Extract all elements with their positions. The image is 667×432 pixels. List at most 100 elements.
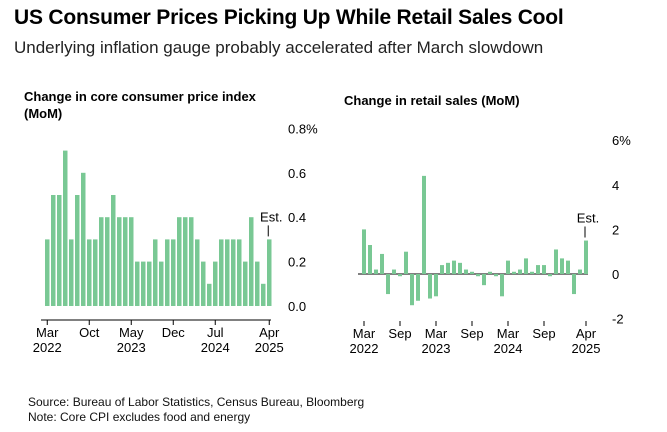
cpi-y-tick-label: 0.6 <box>288 166 306 181</box>
retail-bar <box>512 271 516 274</box>
retail-bar <box>416 274 420 301</box>
retail-bar <box>422 175 426 274</box>
retail-bar <box>464 269 468 274</box>
retail-x-year-label: 2025 <box>572 341 601 356</box>
cpi-bar <box>51 195 56 306</box>
retail-bar <box>566 260 570 274</box>
retail-bar <box>428 274 432 299</box>
cpi-bar <box>165 239 170 306</box>
retail-bar <box>518 269 522 274</box>
retail-bar <box>410 274 414 306</box>
cpi-bar <box>129 217 134 306</box>
cpi-bar <box>111 195 116 306</box>
cpi-bar <box>255 261 260 306</box>
retail-bar <box>392 269 396 274</box>
cpi-x-year-label: 2025 <box>255 340 284 355</box>
cpi-annotation: Est. <box>260 209 282 224</box>
retail-x-tick-label: Sep <box>460 326 483 341</box>
cpi-bar <box>177 217 182 306</box>
cpi-bar <box>105 217 110 306</box>
cpi-y-tick-label: 0.8% <box>288 121 318 136</box>
retail-bar <box>404 251 408 274</box>
retail-bar <box>380 253 384 274</box>
retail-bar <box>560 258 564 274</box>
retail-y-tick-label: 4 <box>612 178 619 193</box>
retail-bar <box>362 229 366 274</box>
retail-bar <box>434 274 438 297</box>
retail-y-tick-label: 2 <box>612 222 619 237</box>
cpi-bar <box>249 217 254 306</box>
cpi-x-tick-label: Apr <box>259 325 280 340</box>
cpi-bar <box>267 239 272 306</box>
retail-bar <box>482 274 486 286</box>
retail-x-tick-label: Sep <box>532 326 555 341</box>
retail-bar <box>530 271 534 274</box>
retail-chart-title: Change in retail sales (MoM) <box>344 93 520 108</box>
cpi-x-year-label: 2023 <box>117 340 146 355</box>
retail-bar <box>578 269 582 274</box>
cpi-bar <box>261 283 266 306</box>
cpi-x-year-label: 2024 <box>201 340 230 355</box>
retail-bar <box>554 249 558 274</box>
retail-bar <box>506 260 510 274</box>
retail-y-tick-label: 6% <box>612 133 631 148</box>
cpi-bar <box>183 217 188 306</box>
cpi-x-tick-label: Jul <box>207 325 224 340</box>
retail-bar <box>542 265 546 274</box>
retail-bar <box>440 265 444 274</box>
retail-y-tick-label: 0 <box>612 267 619 282</box>
cpi-bar <box>135 261 140 306</box>
cpi-x-tick-label: Oct <box>79 325 100 340</box>
retail-x-tick-label: Mar <box>425 326 448 341</box>
retail-bar <box>476 274 480 277</box>
cpi-bar <box>141 261 146 306</box>
cpi-y-tick-label: 0.2 <box>288 255 306 270</box>
cpi-bar <box>243 261 248 306</box>
page-subtitle: Underlying inflation gauge probably acce… <box>14 38 544 57</box>
retail-bar <box>452 260 456 274</box>
note-text: Note: Core CPI excludes food and energy <box>28 410 251 424</box>
retail-bar <box>368 245 372 274</box>
cpi-x-tick-label: Dec <box>162 325 186 340</box>
cpi-y-tick-label: 0.4 <box>288 210 306 225</box>
cpi-bar <box>225 239 230 306</box>
page-title: US Consumer Prices Picking Up While Reta… <box>14 6 564 29</box>
retail-bar <box>488 271 492 274</box>
cpi-bar <box>99 217 104 306</box>
cpi-bar <box>81 172 86 306</box>
cpi-chart-title: Change in core consumer price index (MoM… <box>24 89 256 121</box>
retail-bar <box>500 274 504 297</box>
retail-y-tick-label: -2 <box>612 312 624 327</box>
cpi-bar <box>87 239 92 306</box>
retail-bar <box>458 262 462 274</box>
cpi-bar <box>231 239 236 306</box>
cpi-bar <box>93 239 98 306</box>
cpi-bar <box>171 239 176 306</box>
cpi-bar <box>69 239 74 306</box>
cpi-bar <box>189 217 194 306</box>
retail-bar <box>386 274 390 295</box>
retail-x-year-label: 2022 <box>350 341 379 356</box>
retail-x-year-label: 2024 <box>494 341 523 356</box>
cpi-x-tick-label: Mar <box>36 325 59 340</box>
retail-bar <box>524 258 528 274</box>
cpi-x-tick-label: May <box>119 325 144 340</box>
retail-bar <box>584 240 588 274</box>
cpi-bar <box>123 217 128 306</box>
retail-bar <box>572 274 576 295</box>
retail-bar <box>548 274 552 277</box>
cpi-bar <box>201 261 206 306</box>
retail-x-tick-label: Sep <box>388 326 411 341</box>
cpi-bar <box>75 195 80 306</box>
retail-bar <box>470 271 474 274</box>
cpi-bar <box>117 217 122 306</box>
cpi-x-year-label: 2022 <box>33 340 62 355</box>
cpi-bar <box>63 150 68 306</box>
retail-bar <box>446 262 450 274</box>
footer-notes: Source: Bureau of Labor Statistics, Cens… <box>28 395 364 425</box>
cpi-bar <box>159 261 164 306</box>
retail-bar <box>494 274 498 277</box>
cpi-bar <box>213 261 218 306</box>
cpi-y-tick-label: 0.0 <box>288 299 306 314</box>
